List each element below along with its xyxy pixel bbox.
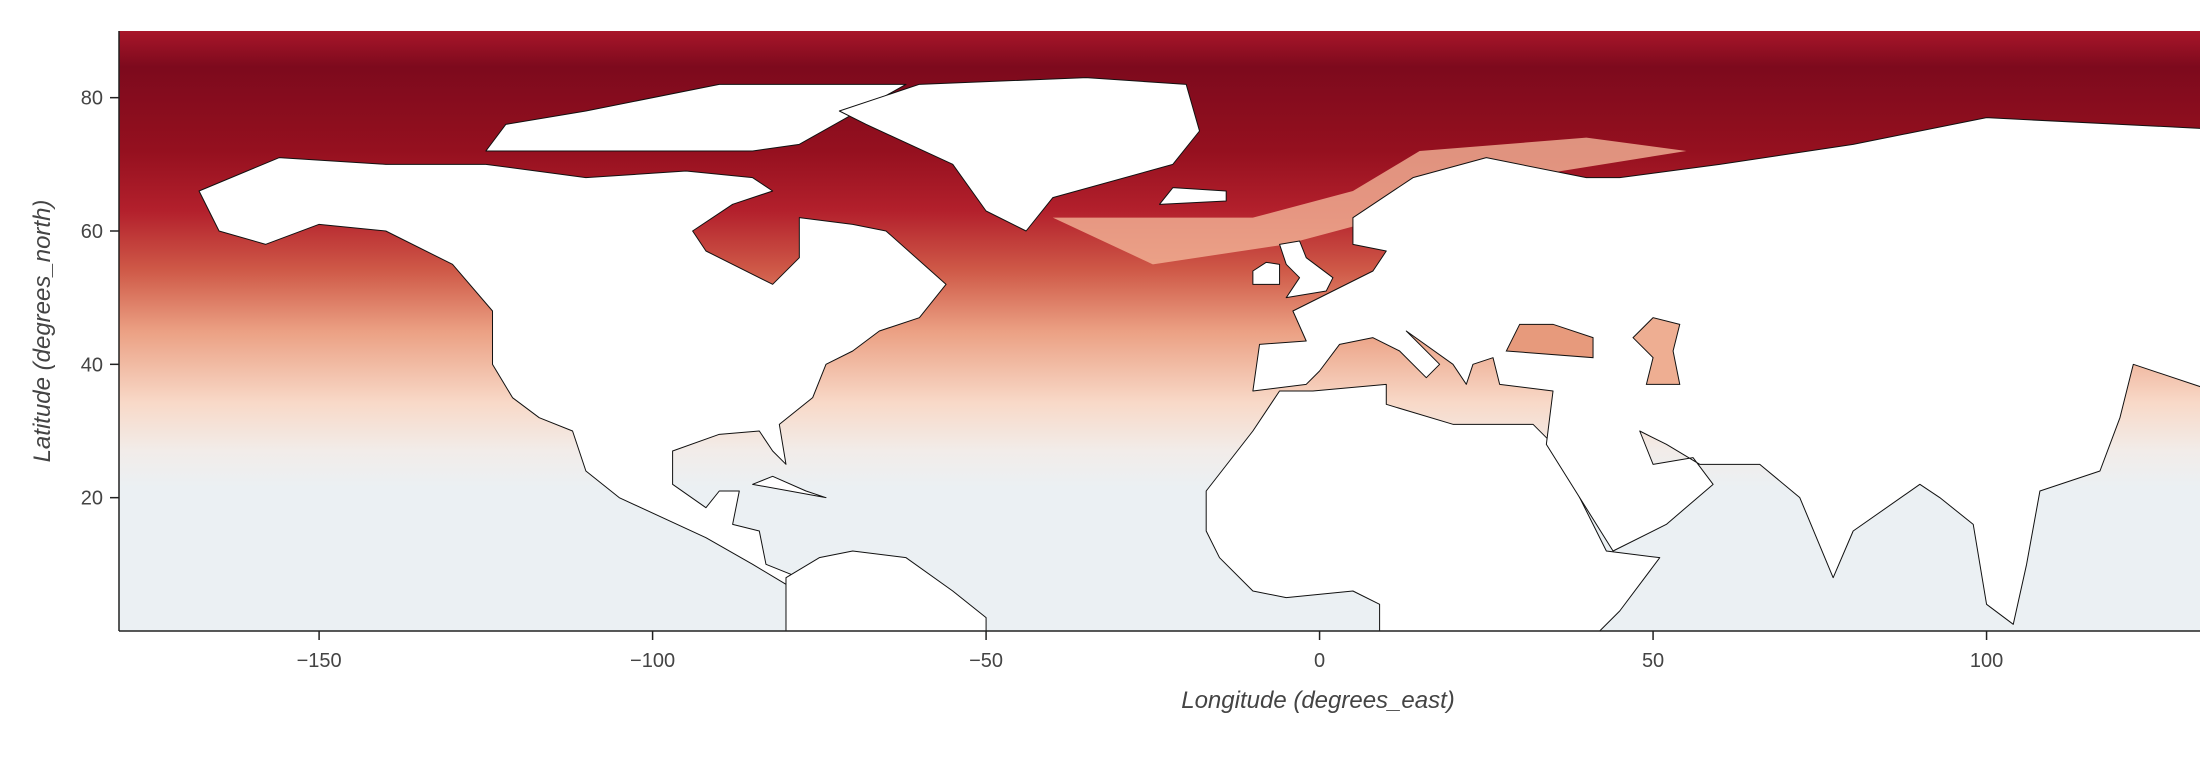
y-tick-label: 60 xyxy=(81,221,103,243)
iceland xyxy=(1160,188,1227,205)
x-tick-label: 100 xyxy=(1970,650,2003,672)
ireland xyxy=(1253,262,1280,284)
great-britain xyxy=(1280,241,1333,298)
x-tick-label: 50 xyxy=(1642,650,1664,672)
y-axis-title: Latitude (degrees_north) xyxy=(29,200,56,463)
x-tick-label: −150 xyxy=(297,650,342,672)
africa xyxy=(1206,384,1660,631)
south-america xyxy=(786,551,986,631)
x-tick-label: 0 xyxy=(1314,650,1325,672)
black-sea xyxy=(1506,324,1593,357)
greenland xyxy=(839,78,1199,231)
map-geometry xyxy=(119,31,2200,631)
eurasia xyxy=(1253,118,2200,625)
map-area xyxy=(119,31,2200,631)
y-tick-label: 80 xyxy=(81,88,103,110)
caspian-sea xyxy=(1633,318,1680,385)
cuba xyxy=(753,476,826,497)
north-america xyxy=(199,158,946,585)
x-tick-label: −50 xyxy=(969,650,1003,672)
x-tick-label: −100 xyxy=(630,650,675,672)
y-tick-label: 20 xyxy=(81,488,103,510)
y-tick-label: 40 xyxy=(81,354,103,376)
x-axis-title: Longitude (degrees_east) xyxy=(1181,687,1455,714)
